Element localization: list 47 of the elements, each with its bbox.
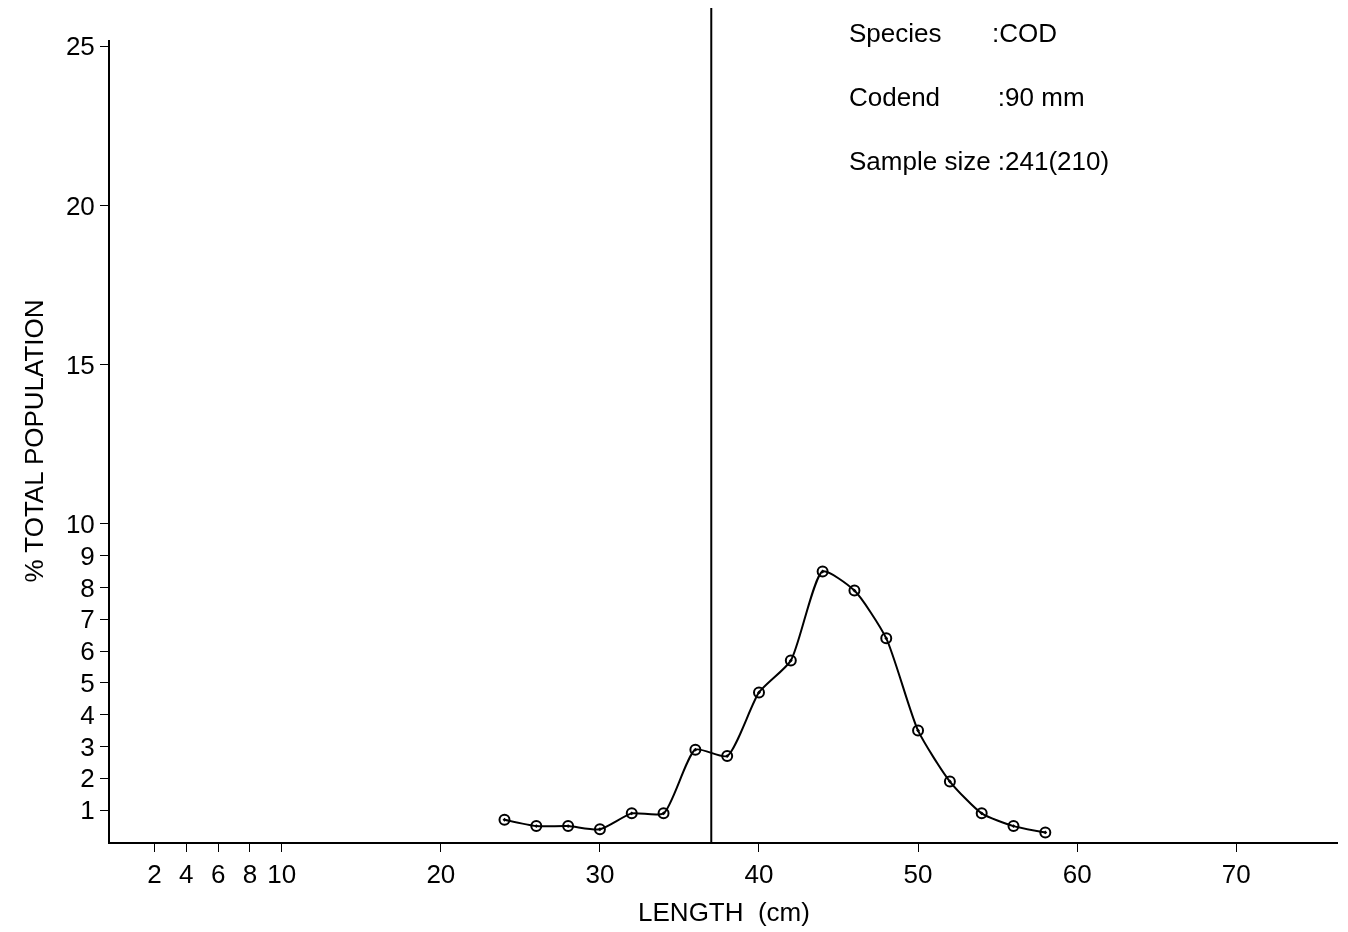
point	[848, 584, 861, 597]
point	[689, 743, 702, 756]
y-tick-label: 8	[80, 572, 95, 603]
y-tick-label: 5	[80, 667, 95, 698]
y-tick-label: 4	[80, 699, 95, 730]
x-tick-label: 2	[147, 859, 162, 890]
point	[1039, 826, 1052, 839]
point	[784, 654, 797, 667]
x-axis-title: LENGTH (cm)	[638, 897, 810, 928]
x-tick-label: 30	[585, 859, 615, 890]
point	[880, 632, 893, 645]
y-tick-label: 25	[65, 31, 95, 62]
x-tick-label: 60	[1062, 859, 1092, 890]
y-axis-title: % TOTAL POPULATION	[18, 299, 49, 583]
point	[593, 823, 606, 836]
point	[625, 807, 638, 820]
annotation: Codend :90 mm	[849, 82, 1085, 112]
y-tick-label: 6	[80, 636, 95, 667]
point	[562, 820, 575, 833]
point	[912, 724, 925, 737]
x-tick-label: 20	[426, 859, 456, 890]
y-tick-label: 1	[80, 795, 95, 826]
y-tick-label: 20	[65, 190, 95, 221]
annotation: Sample size :241(210)	[849, 146, 1110, 176]
point	[721, 750, 734, 763]
x-tick-label: 50	[903, 859, 933, 890]
y-tick-label: 2	[80, 763, 95, 794]
point	[1007, 820, 1020, 833]
annotation: Species :COD	[849, 18, 1058, 48]
point	[816, 565, 829, 578]
point	[975, 807, 988, 820]
x-tick-label: 8	[242, 859, 258, 890]
point	[530, 820, 543, 833]
point	[498, 813, 511, 826]
y-tick-label: 7	[80, 604, 95, 635]
x-tick-label: 10	[267, 859, 297, 890]
point	[752, 686, 765, 699]
x-tick-label: 70	[1221, 859, 1251, 890]
y-tick-label: 10	[65, 508, 95, 539]
x-tick-label: 40	[744, 859, 774, 890]
y-tick-label: 15	[65, 349, 95, 380]
point	[657, 807, 670, 820]
x-tick-label: 4	[179, 859, 194, 890]
x-tick-label: 6	[210, 859, 226, 890]
y-tick-label: 9	[80, 540, 95, 571]
point	[943, 775, 956, 788]
y-tick-label: 3	[80, 731, 95, 762]
